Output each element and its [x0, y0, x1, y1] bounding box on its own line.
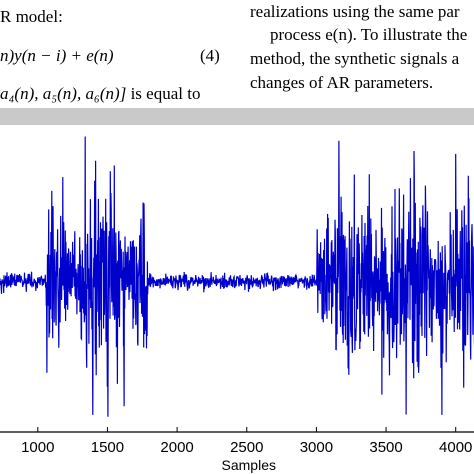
- x-tick-label: 3500: [369, 439, 402, 456]
- signal-series: [0, 136, 474, 417]
- paper-right-line3: method, the synthetic signals a: [250, 49, 460, 68]
- x-tick-label: 3000: [300, 439, 333, 456]
- x-tick-label: 1500: [91, 439, 124, 456]
- paper-right-line4: changes of AR parameters.: [250, 73, 434, 92]
- x-tick-label: 2000: [160, 439, 193, 456]
- figure-top-band: [0, 108, 474, 125]
- x-axis-label: Samples: [222, 457, 276, 473]
- paper-left-line3: a₄(n), a₅(n), a₆(n)] is equal to: [0, 85, 200, 102]
- equation-number: (4): [200, 46, 220, 65]
- x-tick-label: 2500: [230, 439, 263, 456]
- x-tick-label: 1000: [21, 439, 54, 456]
- equation-text: n)y(n − i) + e(n): [0, 46, 114, 65]
- param-vector-text: a₄(n), a₅(n), a₆(n)]: [0, 84, 127, 103]
- x-tick-label: 4000: [439, 439, 472, 456]
- paper-right-line2: process e(n). To illustrate the: [270, 25, 468, 44]
- paper-left-line3-tail: is equal to: [130, 84, 201, 103]
- signal-line: [0, 136, 474, 417]
- x-axis: 1000 1500 2000 2500 3000 3500 4000: [0, 427, 474, 456]
- paper-left-equation: n)y(n − i) + e(n): [0, 47, 114, 64]
- paper-left-line1: R model:: [0, 7, 63, 26]
- signal-chart: 1000 1500 2000 2500 3000 3500 4000 Samples: [0, 125, 474, 474]
- paper-right-line1: realizations using the same par: [250, 2, 460, 21]
